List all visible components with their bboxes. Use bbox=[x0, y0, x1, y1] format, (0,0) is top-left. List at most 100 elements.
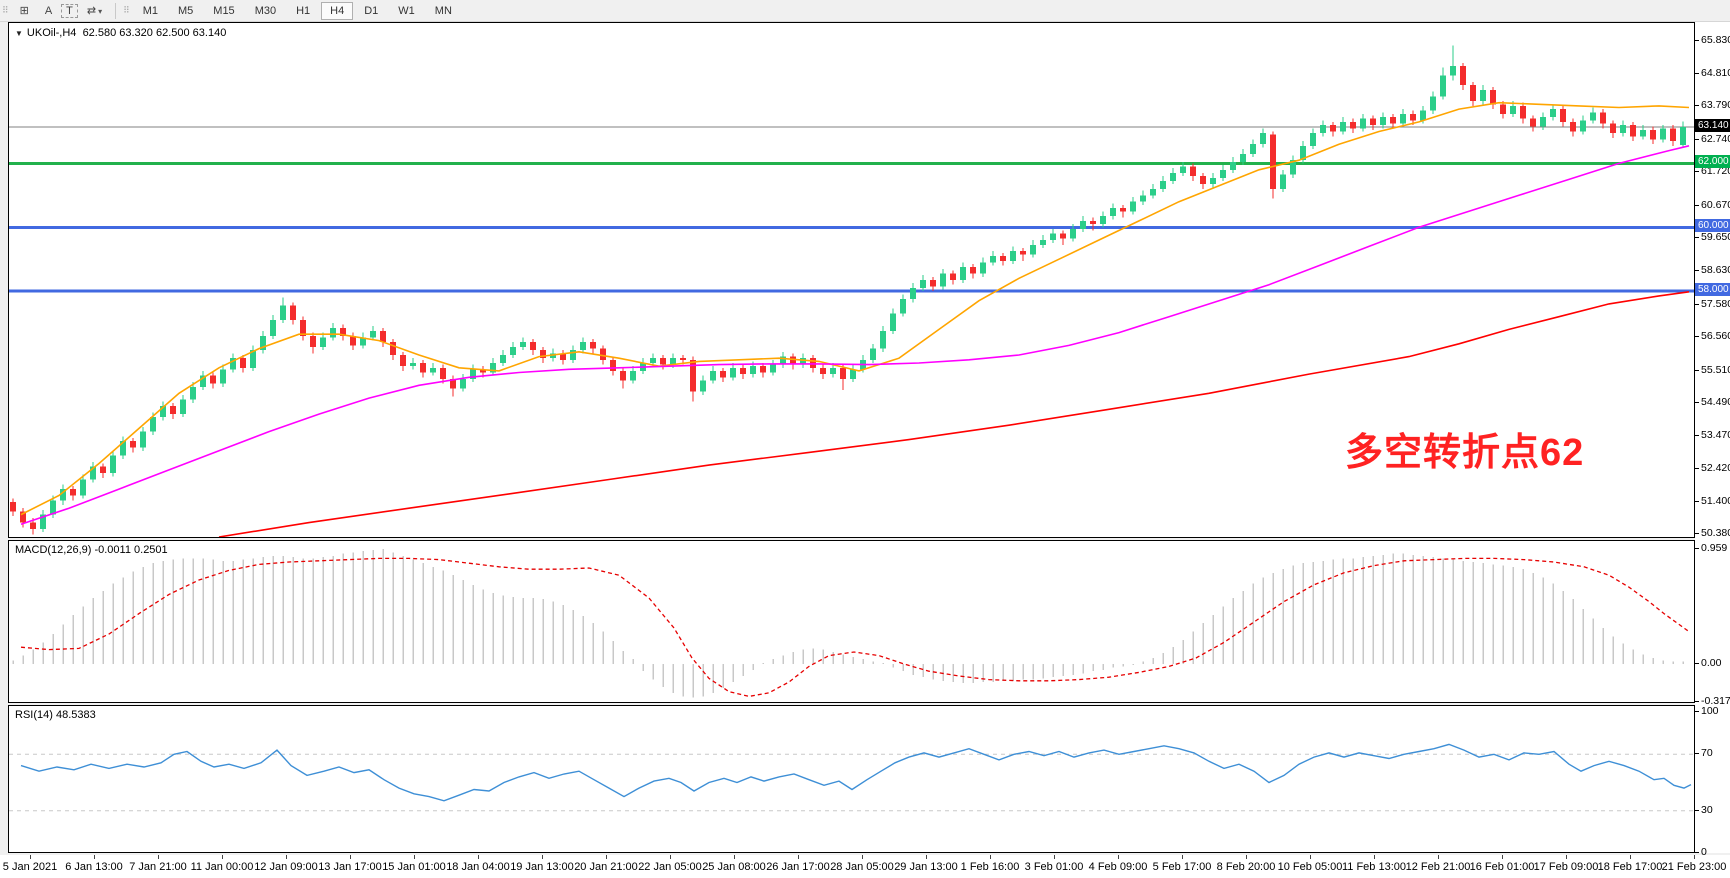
level-lines bbox=[9, 126, 1694, 293]
date-tick bbox=[158, 855, 159, 859]
date-tick bbox=[926, 855, 927, 859]
timeframe-button-h4[interactable]: H4 bbox=[321, 1, 354, 20]
macd-chart[interactable] bbox=[9, 541, 1694, 702]
date-label: 4 Feb 09:00 bbox=[1088, 861, 1148, 873]
colors-tool-icon[interactable]: ⇄ ▾ bbox=[86, 5, 103, 17]
date-label: 13 Jan 17:00 bbox=[318, 861, 382, 873]
chart-title: ▼ UKOil-,H4 62.580 63.320 62.500 63.140 bbox=[15, 27, 226, 39]
timeframe-button-m15[interactable]: M15 bbox=[213, 4, 235, 17]
date-tick bbox=[1118, 855, 1119, 859]
macd-signal-line bbox=[20, 557, 1690, 698]
ohlc-values: 62.580 63.320 62.500 63.140 bbox=[82, 27, 227, 39]
price-level-badge-63.140: 63.140 bbox=[1695, 119, 1730, 132]
price-tick-label: 60.670 bbox=[1695, 199, 1730, 211]
slow-ma-line bbox=[218, 291, 1690, 537]
date-label: 5 Feb 17:00 bbox=[1152, 861, 1212, 873]
price-tick-label: 63.790 bbox=[1695, 99, 1730, 111]
chart-annotation-text: 多空转折点62 bbox=[1345, 432, 1585, 474]
date-tick bbox=[414, 855, 415, 859]
price-tick-label: 52.420 bbox=[1695, 462, 1730, 474]
macd-histogram bbox=[12, 548, 1684, 698]
date-label: 12 Feb 21:00 bbox=[1405, 861, 1471, 873]
timeframe-button-h1[interactable]: H1 bbox=[296, 4, 311, 17]
rsi-line bbox=[20, 743, 1692, 802]
timeframe-button-m1[interactable]: M1 bbox=[142, 4, 158, 17]
price-level-badge-60.000: 60.000 bbox=[1695, 219, 1730, 233]
date-label: 21 Feb 23:00 bbox=[1661, 861, 1727, 873]
rsi-tick-label: 100 bbox=[1695, 705, 1719, 717]
date-label: 22 Jan 05:00 bbox=[638, 861, 702, 873]
grid-tool-icon[interactable]: ⊞ bbox=[19, 5, 29, 17]
symbol-timeframe-label: UKOil-,H4 bbox=[26, 27, 77, 39]
timeframe-group: M1 M5 M15 M30 H1 H4 D1 W1 MN bbox=[133, 1, 462, 20]
main-chart-panel[interactable]: ▼ UKOil-,H4 62.580 63.320 62.500 63.140 多… bbox=[8, 22, 1695, 538]
date-tick bbox=[1374, 855, 1375, 859]
toolbar-drag-handle[interactable]: ⠿ bbox=[2, 5, 9, 15]
price-tick-label: 65.830 bbox=[1695, 34, 1730, 46]
date-label: 5 Jan 2021 bbox=[2, 861, 58, 873]
date-tick bbox=[1630, 855, 1631, 859]
date-tick bbox=[30, 855, 31, 859]
price-tick-label: 64.810 bbox=[1695, 67, 1730, 79]
date-tick bbox=[94, 855, 95, 859]
date-tick bbox=[1310, 855, 1311, 859]
date-label: 18 Feb 17:00 bbox=[1597, 861, 1663, 873]
date-label: 16 Feb 01:00 bbox=[1469, 861, 1535, 873]
price-tick-label: 62.740 bbox=[1695, 133, 1730, 145]
timeframe-button-m5[interactable]: M5 bbox=[178, 4, 194, 17]
date-label: 25 Jan 08:00 bbox=[702, 861, 766, 873]
toolbar-drag-handle[interactable]: ⠿ bbox=[123, 5, 130, 15]
date-label: 1 Feb 16:00 bbox=[960, 861, 1020, 873]
date-tick bbox=[862, 855, 863, 859]
rsi-tick-label: 70 bbox=[1695, 747, 1713, 759]
timeframe-button-mn[interactable]: MN bbox=[434, 4, 452, 17]
date-label: 11 Jan 00:00 bbox=[190, 861, 254, 873]
macd-tick-label: 0.959 bbox=[1695, 542, 1727, 554]
date-label: 3 Feb 01:00 bbox=[1024, 861, 1084, 873]
timeframe-button-w1[interactable]: W1 bbox=[398, 4, 415, 17]
rsi-tick-label: 0 bbox=[1695, 846, 1707, 858]
date-tick bbox=[1502, 855, 1503, 859]
rsi-chart[interactable] bbox=[9, 706, 1694, 852]
date-label: 10 Feb 05:00 bbox=[1277, 861, 1343, 873]
date-tick bbox=[606, 855, 607, 859]
date-label: 20 Jan 21:00 bbox=[574, 861, 638, 873]
date-tick bbox=[286, 855, 287, 859]
text-label-tool-icon[interactable]: A bbox=[44, 4, 53, 17]
price-axis[interactable]: 65.830 64.810 63.790 62.740 61.720 60.670 59.6… bbox=[1695, 22, 1730, 858]
date-axis[interactable]: 5 Jan 2021 6 Jan 13:00 7 Jan 21:00 11 Jan 0… bbox=[0, 855, 1730, 878]
candlestick-chart[interactable] bbox=[9, 23, 1694, 537]
symbol-dropdown-icon[interactable]: ▼ bbox=[15, 29, 23, 38]
text-box-tool-icon[interactable]: T bbox=[61, 3, 78, 18]
toolbar: ⠿ ⊞ A T ⇄ ▾ ⠿ M1 M5 M15 M30 H1 H4 D1 W1 MN bbox=[0, 0, 1730, 22]
rsi-panel[interactable]: RSI(14) 48.5383 bbox=[8, 705, 1695, 853]
date-label: 26 Jan 17:00 bbox=[766, 861, 830, 873]
date-label: 6 Jan 13:00 bbox=[65, 861, 123, 873]
date-label: 17 Feb 09:00 bbox=[1533, 861, 1599, 873]
price-tick-label: 53.470 bbox=[1695, 429, 1730, 441]
date-tick bbox=[990, 855, 991, 859]
price-level-badge-58.000: 58.000 bbox=[1695, 283, 1730, 297]
rsi-tick-label: 30 bbox=[1695, 804, 1713, 816]
date-tick bbox=[1694, 855, 1695, 859]
price-tick-label: 51.400 bbox=[1695, 495, 1730, 507]
timeframe-button-m30[interactable]: M30 bbox=[254, 4, 277, 17]
fast-ma-line bbox=[20, 101, 1690, 516]
date-label: 28 Jan 05:00 bbox=[830, 861, 894, 873]
chevron-down-icon: ▾ bbox=[98, 7, 103, 16]
window-left-edge bbox=[0, 22, 8, 878]
price-tick-label: 56.560 bbox=[1695, 330, 1730, 342]
macd-panel[interactable]: MACD(12,26,9) -0.0011 0.2501 bbox=[8, 540, 1695, 703]
mid-ma-line bbox=[20, 145, 1690, 525]
date-tick bbox=[1566, 855, 1567, 859]
price-tick-label: 58.630 bbox=[1695, 264, 1730, 276]
macd-tick-label: 0.00 bbox=[1695, 657, 1721, 669]
date-label: 12 Jan 09:00 bbox=[254, 861, 318, 873]
date-tick bbox=[798, 855, 799, 859]
timeframe-button-d1[interactable]: D1 bbox=[364, 4, 379, 17]
date-label: 18 Jan 04:00 bbox=[446, 861, 510, 873]
date-tick bbox=[670, 855, 671, 859]
date-label: 11 Feb 13:00 bbox=[1341, 861, 1407, 873]
date-tick bbox=[1182, 855, 1183, 859]
